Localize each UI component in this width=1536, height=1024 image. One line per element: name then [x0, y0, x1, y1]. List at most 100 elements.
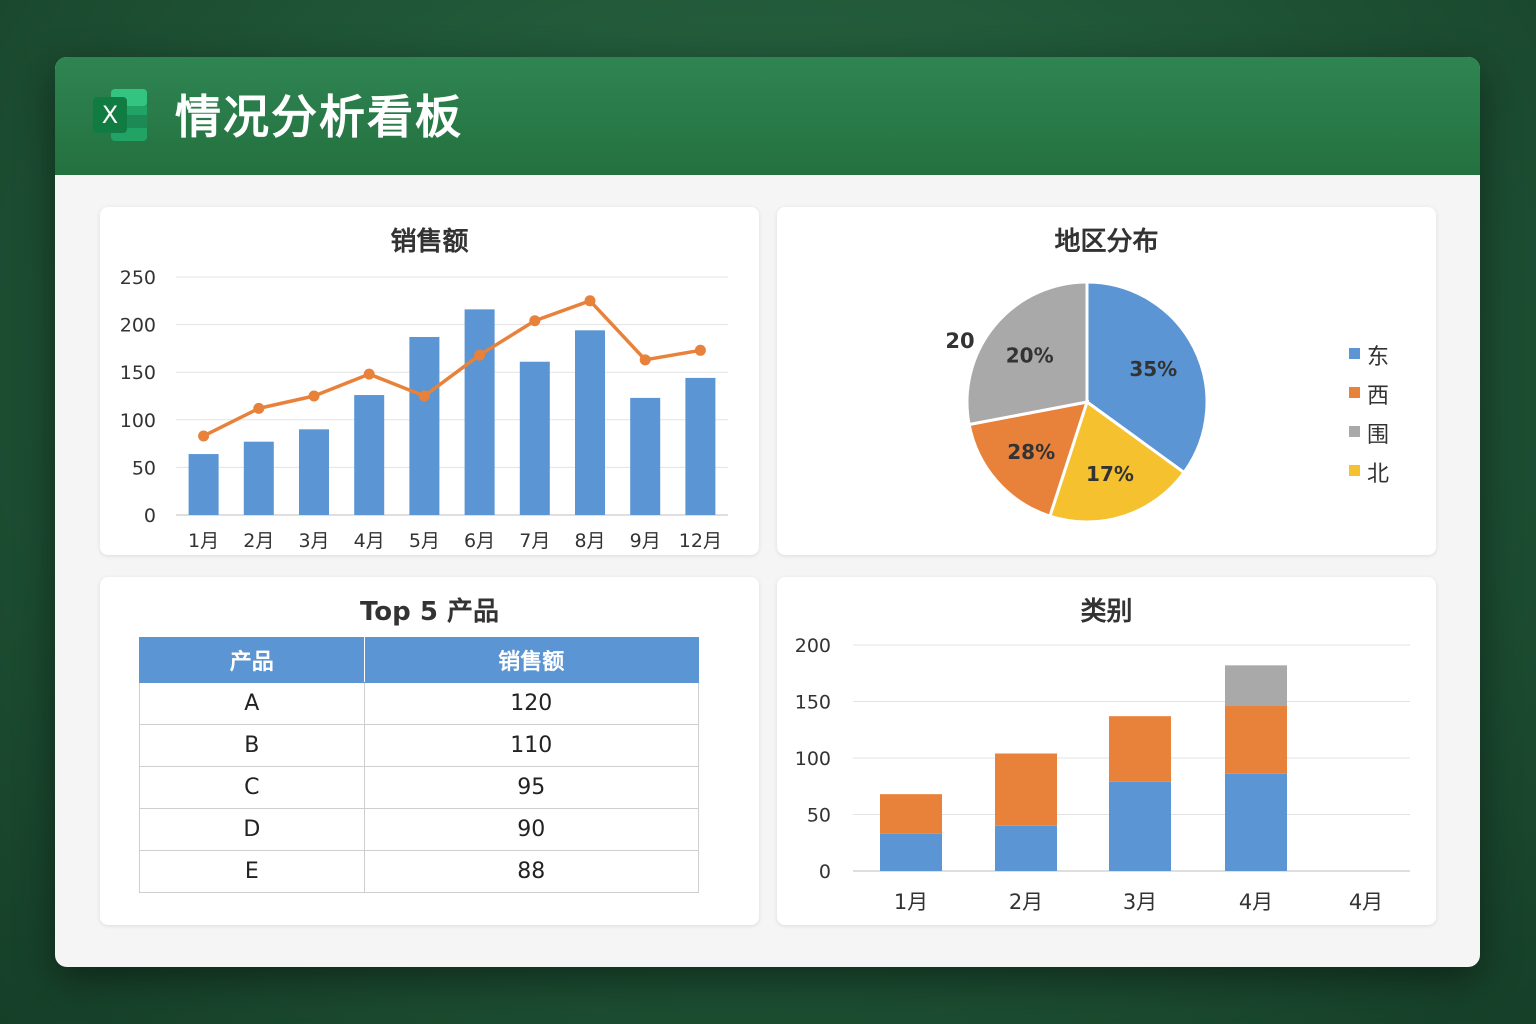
sales-bar — [409, 336, 440, 515]
x-tick-label: 6月 — [464, 530, 495, 552]
excel-logo-letter: X — [102, 101, 118, 129]
table-row[interactable]: B 110 — [139, 724, 700, 767]
pie-slice-label: 28% — [1007, 440, 1055, 464]
trend-point — [584, 295, 596, 307]
trend-point — [363, 368, 375, 380]
x-tick-label: 4月 — [354, 530, 385, 552]
pie-outside-label: 20 — [945, 329, 974, 353]
legend-swatch — [1349, 465, 1360, 476]
sales-cell[interactable]: 95 — [363, 766, 700, 809]
excel-logo-icon: X — [93, 89, 147, 141]
legend-label: 北 — [1367, 462, 1389, 487]
pie-slice — [1085, 280, 1209, 475]
y-tick-label: 50 — [132, 457, 156, 479]
stacked-bar-segment — [1225, 773, 1287, 871]
sales-bar — [519, 361, 550, 515]
legend-label: 西 — [1367, 384, 1389, 409]
category-chart: 2001501005001月2月3月4月4月类别1类别2类别3 — [795, 635, 1410, 914]
x-tick-label: 1月 — [894, 890, 928, 914]
sales-card: 销售额 250 200 150 100 50 0 1月 2月 3月 4月 5月 6月 7月 8月 9月 12月 — [100, 207, 759, 555]
category-chart-title: 类别 — [1080, 597, 1133, 627]
dashboard-window: X 情况分析看板 销售额 250 200 150 100 50 0 1月 2月 3月 4月 5月 6月… — [55, 57, 1480, 967]
sales-bar — [299, 429, 329, 515]
category-card: 类别 2001501005001月2月3月4月4月类别1类别2类别3 — [777, 577, 1436, 925]
sales-bar — [630, 397, 661, 515]
trend-point — [253, 402, 265, 414]
pie-slice-label: 17% — [1086, 462, 1134, 486]
sales-chart: 250 200 150 100 50 0 1月 2月 3月 4月 5月 6月 7月 8月 9月 12月 — [120, 267, 728, 552]
table-row[interactable]: E 88 — [139, 850, 700, 893]
x-tick-label: 5月 — [409, 530, 440, 552]
region-card: 地区分布 35% 17% 28% 20% 20 东西围北 — [777, 207, 1436, 555]
trend-point — [639, 354, 651, 366]
y-tick-label: 150 — [795, 692, 831, 714]
stacked-bar-segment — [1109, 781, 1171, 871]
trend-line — [202, 299, 701, 438]
table-row[interactable]: D 90 — [139, 808, 700, 851]
sales-bar — [354, 395, 385, 515]
product-cell[interactable]: B — [139, 724, 365, 767]
trend-point — [474, 349, 486, 361]
legend-swatch — [1349, 426, 1360, 437]
stacked-bar-segment — [1109, 716, 1171, 782]
column-header-sales[interactable]: 销售额 — [363, 637, 700, 683]
trend-point — [694, 344, 706, 356]
pie-slice — [1048, 399, 1187, 524]
y-tick-label: 100 — [120, 410, 156, 432]
sales-chart-title: 销售额 — [390, 227, 469, 257]
sales-bar — [188, 454, 219, 515]
pie-slice-label: 20% — [1006, 344, 1054, 368]
sales-cell[interactable]: 90 — [363, 808, 700, 851]
top5-card: Top 5 产品 产品 销售额 A 120 B 110 C 9 — [100, 577, 759, 925]
legend-swatch — [1349, 348, 1360, 359]
top5-title: Top 5 产品 — [360, 597, 499, 627]
y-tick-label: 0 — [144, 505, 156, 527]
x-tick-label: 4月 — [1239, 890, 1273, 914]
sales-bar — [685, 377, 716, 515]
legend-swatch — [1349, 387, 1360, 398]
page-title: 情况分析看板 — [175, 90, 463, 144]
sales-bar — [464, 309, 495, 515]
x-tick-label: 2月 — [1009, 890, 1043, 914]
x-tick-label: 2月 — [243, 530, 274, 552]
x-tick-label: 7月 — [519, 530, 550, 552]
x-tick-label: 3月 — [1123, 890, 1157, 914]
stacked-bar-segment — [995, 753, 1057, 826]
table-row[interactable]: C 95 — [139, 766, 700, 809]
sales-bar — [243, 441, 274, 515]
top5-table: 产品 销售额 A 120 B 110 C 95 D — [139, 637, 700, 893]
trend-point — [308, 390, 320, 402]
product-cell[interactable]: E — [139, 850, 365, 893]
trend-point — [529, 315, 541, 327]
product-cell[interactable]: D — [139, 808, 365, 851]
table-row[interactable]: A 120 — [139, 682, 700, 725]
x-tick-label: 3月 — [298, 530, 329, 552]
stacked-bar-segment — [995, 825, 1057, 871]
product-cell[interactable]: C — [139, 766, 365, 809]
title-bar: X 情况分析看板 — [55, 57, 1480, 175]
legend-label: 东 — [1367, 345, 1389, 370]
stacked-bar-segment — [1225, 665, 1287, 707]
y-tick-label: 50 — [807, 805, 831, 827]
y-tick-label: 0 — [819, 861, 831, 883]
region-chart-title: 地区分布 — [1054, 227, 1159, 257]
column-header-product[interactable]: 产品 — [139, 637, 365, 683]
stacked-bar-segment — [1225, 706, 1287, 774]
sales-cell[interactable]: 88 — [363, 850, 700, 893]
sales-cell[interactable]: 110 — [363, 724, 700, 767]
y-tick-label: 100 — [795, 748, 831, 770]
y-tick-label: 250 — [120, 267, 156, 289]
sales-bar — [575, 330, 605, 515]
stacked-bar-segment — [880, 794, 942, 834]
pie-slice — [967, 400, 1090, 519]
product-cell[interactable]: A — [139, 682, 365, 725]
x-tick-label: 4月 — [1349, 890, 1383, 914]
x-tick-label: 1月 — [188, 530, 219, 552]
x-tick-label: 9月 — [630, 530, 661, 552]
sales-cell[interactable]: 120 — [363, 682, 700, 725]
stacked-bar-segment — [880, 833, 942, 871]
pie-slice-label: 35% — [1129, 357, 1177, 381]
legend-label: 围 — [1367, 423, 1389, 448]
y-tick-label: 200 — [795, 635, 831, 657]
